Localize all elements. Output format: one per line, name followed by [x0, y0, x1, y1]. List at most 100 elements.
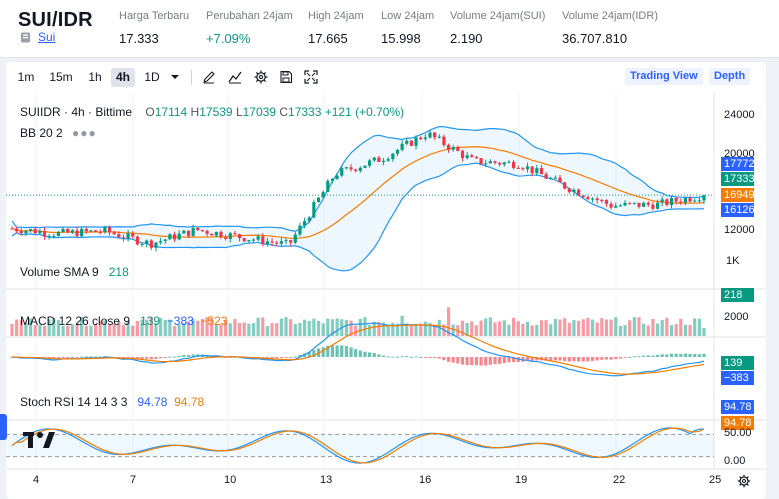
volume-bar: [577, 320, 581, 336]
volume-bar: [460, 320, 465, 336]
fullscreen-icon[interactable]: [304, 70, 318, 84]
macd-histogram-bar: [186, 355, 191, 357]
macd-histogram-bar: [284, 357, 288, 358]
more-options-icon[interactable]: ●●●: [72, 126, 97, 140]
macd-histogram-bar: [163, 357, 167, 358]
volume-bar: [433, 325, 437, 336]
last-price-tag: 17333: [721, 172, 755, 186]
settings-icon[interactable]: [254, 70, 268, 84]
candle-body: [307, 217, 311, 222]
candle-body: [558, 177, 562, 183]
volume-bar: [172, 325, 177, 336]
save-icon[interactable]: [279, 70, 293, 84]
macd-histogram-bar: [669, 353, 674, 357]
candle-body: [163, 239, 167, 241]
timeframe-1d[interactable]: 1D: [144, 70, 160, 84]
macd-signal-tag: −383: [721, 371, 754, 385]
volume-bar: [674, 324, 678, 336]
timeframe-1m[interactable]: 1m: [17, 70, 35, 84]
gear-icon[interactable]: [737, 474, 751, 488]
candle-body: [530, 166, 534, 174]
candle-body: [70, 230, 74, 233]
chevron-down-icon[interactable]: [170, 72, 180, 82]
volume-bar: [210, 317, 214, 336]
candle-body: [651, 204, 655, 209]
stat-value: 17.665: [308, 31, 348, 46]
volume-bar: [414, 324, 418, 336]
candle-body: [646, 202, 650, 205]
macd-histogram-bar: [572, 357, 576, 362]
candle-body: [521, 168, 525, 170]
side-panel-handle[interactable]: [0, 414, 7, 440]
stat-volume-sui: Volume 24jam(SUI) 2.190: [450, 10, 545, 46]
volume-bar: [307, 320, 311, 336]
candle-body: [405, 140, 409, 144]
volume-bar: [567, 322, 571, 336]
bb-fill: [12, 126, 704, 271]
stoch-tick: 50.00: [724, 427, 752, 439]
macd-histogram-bar: [168, 356, 172, 358]
bb-lower-tag: 16126: [721, 203, 755, 217]
volume-bar: [368, 324, 372, 336]
candle-body: [66, 228, 70, 233]
candle-body: [298, 225, 302, 235]
macd-histogram-bar: [586, 357, 590, 362]
stat-label: High 24jam: [308, 10, 364, 22]
macd-histogram-bar: [89, 356, 93, 358]
candle-body: [121, 237, 126, 239]
coin-icon: [21, 32, 30, 43]
coin-link[interactable]: Sui: [38, 30, 56, 44]
volume-bar: [56, 320, 61, 336]
volume-bar: [107, 324, 112, 336]
candle-body: [28, 229, 33, 231]
volume-bar: [488, 317, 492, 336]
depth-button[interactable]: Depth: [709, 68, 751, 85]
volume-bar: [446, 307, 451, 336]
stat-value: 36.707.810: [562, 31, 628, 46]
macd-histogram-bar: [456, 357, 460, 364]
trading-view-button[interactable]: Trading View: [625, 68, 703, 85]
candle-body: [493, 161, 497, 163]
macd-histogram-bar: [511, 357, 516, 363]
macd-histogram-bar: [702, 353, 706, 357]
volume-bar: [52, 318, 56, 336]
macd-line: [11, 322, 705, 377]
legend-change: +121 (+0.70%): [324, 105, 405, 119]
draw-icon[interactable]: [202, 70, 216, 84]
candle-body: [42, 230, 47, 237]
volume-bar: [498, 321, 502, 336]
timeframe-1h[interactable]: 1h: [88, 70, 102, 84]
stoch-d-tag: 94.78: [721, 416, 754, 430]
volume-bar: [563, 318, 567, 336]
volume-bar: [316, 320, 321, 336]
candle-body: [446, 145, 451, 150]
timeframe-4h[interactable]: 4h: [111, 68, 135, 87]
indicator-icon[interactable]: [228, 70, 242, 84]
volume-bar: [298, 322, 302, 336]
volume-bar: [237, 322, 242, 336]
candle-body: [251, 239, 256, 241]
stat-label: Volume 24jam(SUI): [450, 10, 546, 22]
volume-bar: [42, 325, 47, 336]
candle-body: [628, 202, 632, 204]
volume-bar: [163, 320, 167, 336]
page-scrollbar[interactable]: [771, 58, 779, 499]
macd-histogram-bar: [484, 357, 488, 366]
volume-bar: [525, 321, 530, 336]
macd-histogram-bar: [191, 354, 195, 357]
macd-histogram-bar: [177, 355, 181, 357]
candle-body: [693, 200, 697, 202]
candle-body: [10, 228, 14, 230]
candle-body: [284, 240, 288, 242]
stat-value: 17.333: [119, 31, 159, 46]
legend-open-label: O: [145, 105, 155, 119]
volume-bar: [637, 317, 641, 336]
legend-macd-signal: −383: [166, 314, 194, 328]
price-chart[interactable]: [6, 92, 766, 499]
candle-body: [391, 153, 395, 160]
timeframe-15m[interactable]: 15m: [49, 70, 73, 84]
volume-bar: [419, 323, 423, 336]
macd-histogram-bar: [326, 345, 330, 357]
macd-histogram-bar: [335, 345, 339, 357]
candle-body: [567, 188, 571, 193]
